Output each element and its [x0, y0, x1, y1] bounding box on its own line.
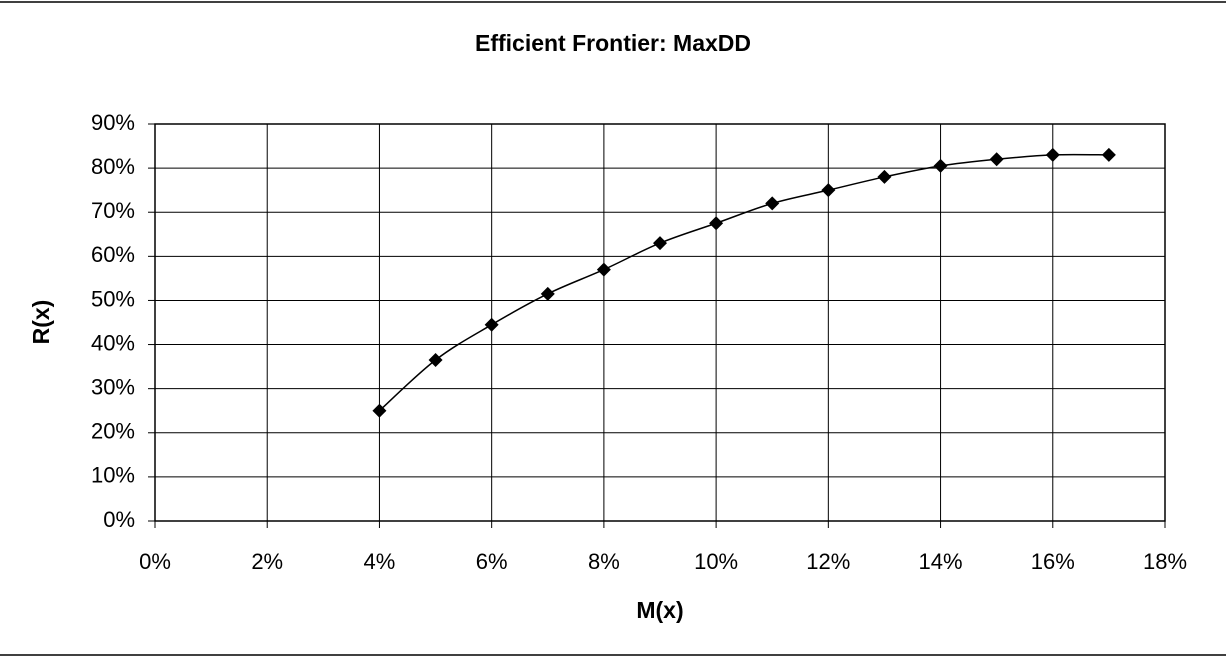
x-tick-label: 6% [476, 549, 508, 574]
y-tick-label: 90% [91, 110, 135, 135]
y-tick-label: 80% [91, 154, 135, 179]
x-tick-label: 2% [251, 549, 283, 574]
plot-border [154, 123, 1166, 522]
data-point [765, 196, 780, 211]
y-tick-label: 20% [91, 419, 135, 444]
x-tick-label: 8% [588, 549, 620, 574]
x-tick-label: 14% [919, 549, 963, 574]
y-tick-label: 50% [91, 286, 135, 311]
data-point [540, 286, 555, 301]
data-point [933, 158, 948, 173]
data-point [1045, 147, 1060, 162]
y-tick-label: 10% [91, 463, 135, 488]
data-point [653, 236, 667, 251]
y-tick-label: 0% [103, 507, 135, 532]
x-tick-label: 12% [806, 549, 850, 574]
x-tick-label: 16% [1031, 549, 1075, 574]
data-point [484, 317, 499, 332]
data-point [428, 352, 443, 367]
data-point [1101, 147, 1116, 162]
x-axis-title: M(x) [636, 597, 683, 623]
data-point [821, 183, 836, 198]
y-tick-label: 30% [91, 374, 135, 399]
data-point [709, 216, 724, 231]
x-tick-label: 18% [1143, 549, 1187, 574]
x-tick-label: 4% [364, 549, 396, 574]
y-axis-title: R(x) [28, 300, 54, 345]
x-tick-label: 10% [694, 549, 738, 574]
y-tick-label: 70% [91, 198, 135, 223]
data-point [989, 152, 1004, 167]
data-point [596, 262, 611, 277]
data-point [372, 403, 387, 418]
x-tick-label: 0% [139, 549, 171, 574]
y-tick-label: 40% [91, 330, 135, 355]
data-point [877, 169, 892, 184]
y-tick-label: 60% [91, 242, 135, 267]
chart-title: Efficient Frontier: MaxDD [475, 30, 751, 56]
